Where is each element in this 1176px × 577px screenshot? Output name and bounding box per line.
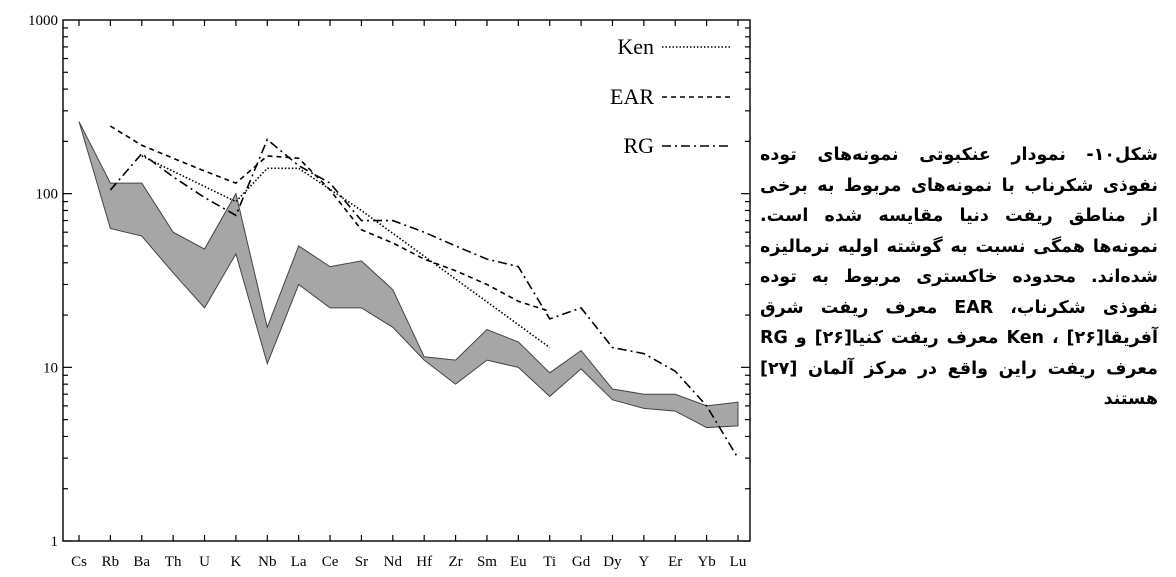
x-tick-label: La xyxy=(291,554,307,570)
x-tick-label: Er xyxy=(668,554,682,570)
x-tick-label: K xyxy=(230,554,241,570)
gray-range-band xyxy=(78,121,739,429)
legend-label-rg: RG xyxy=(623,133,654,158)
x-tick-label: Nb xyxy=(258,554,276,570)
x-tick-label: U xyxy=(199,554,210,570)
plot-frame xyxy=(62,19,751,542)
x-tick-label: Zr xyxy=(448,554,462,570)
x-tick-label: Eu xyxy=(510,554,527,570)
y-tick-label: 1000 xyxy=(28,13,58,29)
x-tick-label: Lu xyxy=(730,554,747,570)
x-tick-label: Cs xyxy=(71,554,87,570)
x-tick-label: Nd xyxy=(384,554,403,570)
x-tick-label: Rb xyxy=(102,554,120,570)
x-tick-label: Ce xyxy=(322,554,339,570)
x-tick-label: Y xyxy=(638,554,649,570)
figure-caption: شکل۱۰- نمودار عنکبوتی نمونه‌های توده نفو… xyxy=(760,140,1158,415)
spider-diagram: 1 10 100 1000 Cs Rb Ba Th U K Nb La Ce Sr Nd Hf Zr Sm Eu Ti… xyxy=(28,13,751,570)
x-tick-label: Ba xyxy=(133,554,150,570)
x-tick-label: Yb xyxy=(697,554,715,570)
y-tick-label: 100 xyxy=(36,187,59,203)
x-tick-label: Th xyxy=(165,554,182,570)
x-tick-label: Hf xyxy=(416,554,432,570)
x-tick-label: Ti xyxy=(543,554,556,570)
x-tick-label: Sm xyxy=(477,554,497,570)
x-tick-label: Gd xyxy=(572,554,591,570)
x-tick-label: Dy xyxy=(603,554,622,570)
legend-label-ken: Ken xyxy=(617,34,654,59)
legend-label-ear: EAR xyxy=(610,84,654,109)
y-tick-label: 1 xyxy=(51,534,59,550)
series-line-ear xyxy=(109,125,550,313)
caption-text: شکل۱۰- نمودار عنکبوتی نمونه‌های توده نفو… xyxy=(760,145,1158,409)
x-tick-label: Sr xyxy=(355,554,368,570)
y-tick-label: 10 xyxy=(43,360,58,376)
series-line-rg xyxy=(109,138,739,459)
